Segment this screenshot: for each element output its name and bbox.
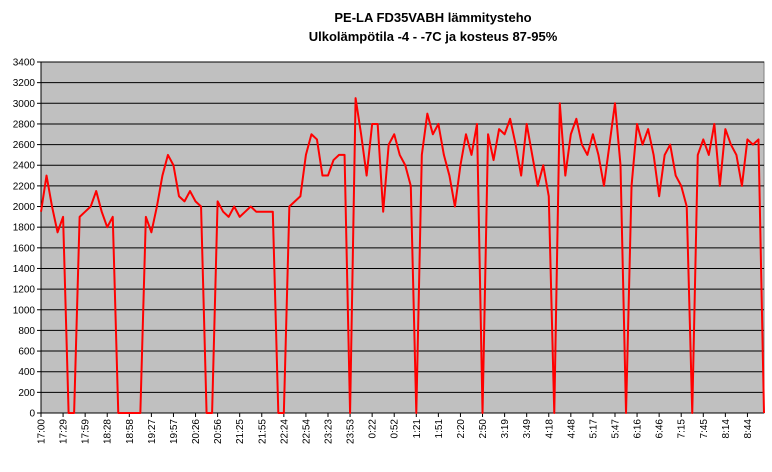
y-tick-label: 2400 (13, 161, 36, 172)
x-tick-label: 4:18 (544, 419, 555, 439)
x-tick-label: 7:15 (677, 419, 688, 439)
chart-subtitle: Ulkolämpötila -4 - -7C ja kosteus 87-95% (309, 29, 558, 44)
x-tick-label: 3:19 (500, 419, 511, 439)
x-tick-label: 23:23 (323, 419, 334, 444)
x-tick-label: 1:51 (434, 419, 445, 439)
y-tick-label: 3200 (13, 78, 36, 89)
y-tick-label: 200 (18, 388, 35, 399)
x-tick-label: 17:00 (37, 419, 48, 444)
chart-title: PE-LA FD35VABH lämmitysteho (334, 10, 531, 25)
y-tick-label: 800 (18, 326, 35, 337)
x-tick-label: 0:52 (390, 419, 401, 439)
x-tick-label: 22:54 (301, 419, 312, 444)
x-tick-label: 6:16 (633, 419, 644, 439)
y-tick-label: 2000 (13, 202, 36, 213)
x-tick-label: 2:50 (478, 419, 489, 439)
x-tick-label: 21:55 (257, 419, 268, 444)
y-tick-label: 1400 (13, 264, 36, 275)
data-line (40, 97, 765, 414)
x-tick-label: 17:59 (81, 419, 92, 444)
y-tick-label: 2200 (13, 181, 36, 192)
x-tick-label: 18:58 (125, 419, 136, 444)
y-tick-label: 400 (18, 367, 35, 378)
x-tick-label: 0:22 (368, 419, 379, 439)
x-tick-label: 19:27 (147, 419, 158, 444)
x-tick-label: 21:25 (235, 419, 246, 444)
y-tick-label: 2800 (13, 119, 36, 130)
x-tick-label: 22:24 (279, 419, 290, 444)
x-tick-label: 20:56 (213, 419, 224, 444)
x-tick-label: 6:46 (655, 419, 666, 439)
x-tick-label: 19:57 (169, 419, 180, 444)
y-tick-label: 600 (18, 347, 35, 358)
x-tick-label: 8:14 (721, 419, 732, 439)
y-tick-label: 2600 (13, 140, 36, 151)
x-tick-label: 17:29 (59, 419, 70, 444)
y-tick-label: 3000 (13, 99, 36, 110)
plot-area (40, 61, 765, 414)
x-tick-label: 5:47 (610, 419, 621, 439)
x-tick-label: 3:49 (522, 419, 533, 439)
x-tick-label: 20:26 (191, 419, 202, 444)
y-tick-label: 1800 (13, 223, 36, 234)
y-tick-label: 3400 (13, 58, 36, 69)
x-tick-label: 5:17 (588, 419, 599, 439)
y-tick-label: 1000 (13, 305, 36, 316)
x-tick-label: 2:20 (456, 419, 467, 439)
y-tick-label: 1200 (13, 285, 36, 296)
x-tick-label: 7:45 (699, 419, 710, 439)
y-tick-label: 0 (29, 409, 35, 420)
x-tick-label: 1:21 (412, 419, 423, 439)
y-tick-label: 1600 (13, 243, 36, 254)
x-tick-label: 8:44 (743, 419, 754, 439)
x-tick-label: 23:53 (346, 419, 357, 444)
x-tick-label: 18:28 (103, 419, 114, 444)
x-tick-label: 4:48 (566, 419, 577, 439)
